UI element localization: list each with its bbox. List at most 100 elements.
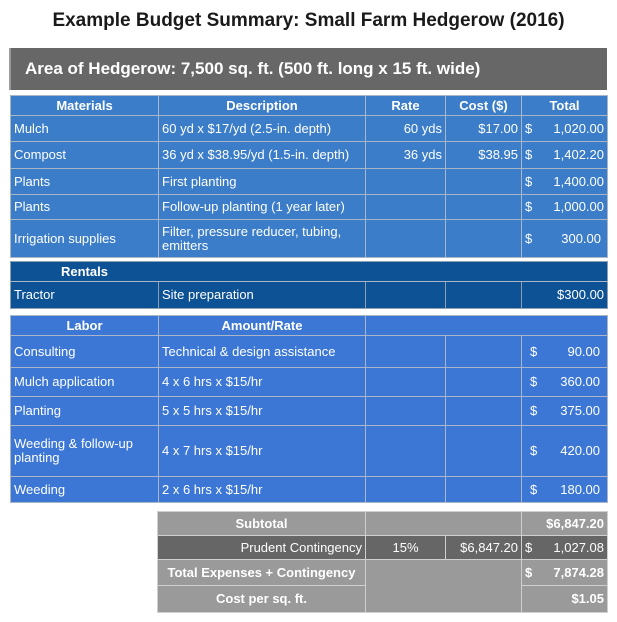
- empty-cell: [445, 425, 522, 477]
- empty-cell: [365, 559, 522, 613]
- contingency-base: $6,847.20: [445, 535, 522, 560]
- labor-header-row: Labor Amount/Rate: [10, 315, 609, 336]
- table-row: Plants Follow-up planting (1 year later)…: [10, 194, 608, 220]
- empty-cell: [365, 396, 446, 426]
- dollar-sign: $: [525, 120, 533, 136]
- amount-cell: 4 x 7 hrs x $15/hr: [158, 425, 366, 477]
- total-cell: $1,000.00: [521, 194, 608, 220]
- table-row: Irrigation supplies Filter, pressure red…: [10, 219, 608, 258]
- empty-cell: [445, 335, 522, 368]
- total-cell: $300.00: [521, 219, 608, 258]
- dollar-sign: $: [525, 564, 533, 580]
- rate-cell: 60 yds: [365, 115, 446, 142]
- dollar-sign: $: [530, 443, 538, 458]
- area-banner: Area of Hedgerow: 7,500 sq. ft. (500 ft.…: [9, 48, 607, 90]
- header-rentals: Rentals: [9, 261, 609, 282]
- total-value-cell: $7,874.28: [521, 559, 608, 586]
- header-cost: Cost ($): [445, 95, 522, 116]
- empty-cell: [445, 367, 522, 397]
- total-value: 180.00: [560, 481, 601, 497]
- dollar-sign: $: [525, 173, 533, 189]
- table-row: Weeding & follow-up planting 4 x 7 hrs x…: [10, 425, 609, 477]
- amount-cell: 5 x 5 hrs x $15/hr: [158, 396, 366, 426]
- subtotal-value: $6,847.20: [521, 511, 608, 536]
- description-cell: First planting: [158, 168, 366, 195]
- dollar-sign: $: [530, 374, 538, 389]
- empty-cell: [445, 396, 522, 426]
- contingency-rate: 15%: [365, 535, 446, 560]
- cost-cell: [445, 168, 522, 195]
- total-value: 1,000.00: [553, 199, 604, 214]
- summary-table: Subtotal $6,847.20 Prudent Contingency 1…: [157, 511, 608, 613]
- table-row: Tractor Site preparation $300.00: [10, 281, 609, 309]
- description-cell: Site preparation: [158, 281, 366, 309]
- total-label: Total Expenses + Contingency: [157, 559, 366, 586]
- subtotal-label: Subtotal: [157, 511, 366, 536]
- description-cell: Filter, pressure reducer, tubing, emitte…: [158, 219, 366, 258]
- header-description: Description: [158, 95, 366, 116]
- per-sqft-row: Cost per sq. ft. $1.05: [157, 585, 608, 613]
- header-blank: [364, 315, 609, 336]
- total-value: 300.00: [561, 230, 601, 246]
- dollar-sign: $: [525, 230, 533, 246]
- rate-cell: [365, 219, 446, 258]
- amount-cell: 4 x 6 hrs x $15/hr: [158, 367, 366, 397]
- cost-cell: [445, 194, 522, 220]
- total-row: Total Expenses + Contingency $7,874.28: [157, 559, 608, 613]
- item-cell: Mulch: [10, 115, 159, 142]
- total-value: 420.00: [560, 443, 601, 458]
- table-row: Compost 36 yd x $38.95/yd (1.5-in. depth…: [10, 141, 608, 169]
- dollar-sign: $: [530, 343, 538, 359]
- total-value: 1,402.20: [553, 147, 604, 162]
- subtotal-row: Subtotal $6,847.20: [157, 511, 608, 536]
- cost-cell: [445, 219, 522, 258]
- dollar-sign: $: [530, 481, 538, 497]
- per-sqft-value: $1.05: [521, 585, 608, 613]
- contingency-value-cell: $1,027.08: [521, 535, 608, 560]
- total-value: 1,400.00: [553, 173, 604, 189]
- total-cell: $300.00: [520, 281, 609, 309]
- rate-cell: [365, 168, 446, 195]
- item-cell: Plants: [10, 168, 159, 195]
- table-row: Planting 5 x 5 hrs x $15/hr $375.00: [10, 396, 609, 426]
- item-cell: Mulch application: [10, 367, 159, 397]
- table-row: Mulch application 4 x 6 hrs x $15/hr $36…: [10, 367, 609, 397]
- dollar-sign: $: [530, 403, 538, 418]
- total-cell: $360.00: [520, 367, 609, 397]
- total-cell: $90.00: [520, 335, 609, 368]
- description-cell: 36 yd x $38.95/yd (1.5-in. depth): [158, 141, 366, 169]
- materials-header-row: Materials Description Rate Cost ($) Tota…: [10, 95, 608, 116]
- rate-cell: 36 yds: [365, 141, 446, 169]
- header-materials: Materials: [10, 95, 159, 116]
- total-value: 375.00: [560, 403, 601, 418]
- empty-cell: [365, 367, 446, 397]
- cost-cell: $38.95: [445, 141, 522, 169]
- empty-cell: [365, 511, 522, 536]
- item-cell: Weeding & follow-up planting: [10, 425, 159, 477]
- total-value: 360.00: [560, 374, 601, 389]
- table-row: Consulting Technical & design assistance…: [10, 335, 609, 368]
- amount-cell: 2 x 6 hrs x $15/hr: [158, 476, 366, 503]
- item-cell: Planting: [10, 396, 159, 426]
- description-cell: 60 yd x $17/yd (2.5-in. depth): [158, 115, 366, 142]
- header-total: Total: [521, 95, 608, 116]
- per-sqft-label: Cost per sq. ft.: [157, 585, 366, 613]
- rentals-header-row: Rentals: [9, 261, 609, 282]
- item-cell: Weeding: [10, 476, 159, 503]
- item-cell: Consulting: [10, 335, 159, 368]
- rate-cell: [365, 194, 446, 220]
- item-cell: Plants: [10, 194, 159, 220]
- page-title: Example Budget Summary: Small Farm Hedge…: [52, 10, 565, 31]
- dollar-sign: $: [525, 199, 533, 214]
- contingency-value: 1,027.08: [553, 539, 604, 555]
- total-cell: $180.00: [520, 476, 609, 503]
- item-cell: Compost: [10, 141, 159, 169]
- table-row: Mulch 60 yd x $17/yd (2.5-in. depth) 60 …: [10, 115, 608, 142]
- contingency-row: Prudent Contingency 15% $6,847.20 $1,027…: [157, 535, 608, 560]
- item-cell: Irrigation supplies: [10, 219, 159, 258]
- materials-table: Materials Description Rate Cost ($) Tota…: [10, 95, 608, 258]
- total-value: 1,020.00: [553, 120, 604, 136]
- empty-cell: [445, 476, 522, 503]
- amount-cell: Technical & design assistance: [158, 335, 366, 368]
- empty-cell: [365, 335, 446, 368]
